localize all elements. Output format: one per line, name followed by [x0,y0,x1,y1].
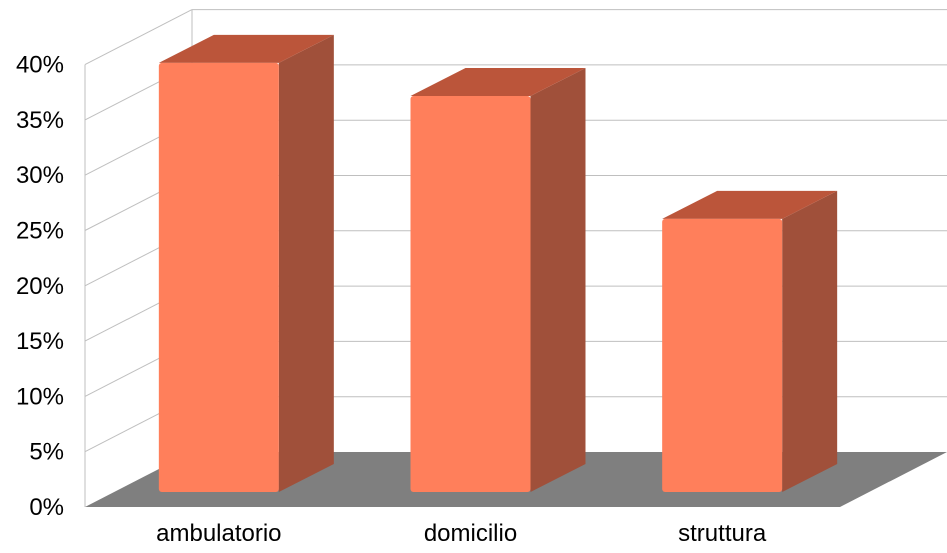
bar [662,218,783,492]
bar-side-face [782,190,838,492]
x-tick-label: struttura [678,520,767,547]
y-tick-label: 30% [16,162,64,189]
bar [410,96,531,492]
y-tick-label: 15% [16,328,64,355]
x-tick-label: ambulatorio [156,520,281,547]
bar-side-face [278,34,334,492]
y-tick-label: 25% [16,218,64,245]
bar [158,62,279,492]
x-tick-label: domicilio [424,520,517,547]
y-tick-label: 35% [16,107,64,134]
y-tick-label: 0% [29,494,64,521]
bar-top-face [158,34,334,63]
x-axis-labels: ambulatorio domicilio struttura [156,520,767,547]
gridline-side [84,9,193,66]
bars [158,34,838,492]
y-axis-ticks: 0% 5% 10% 15% 20% 25% 30% 35% 40% [16,52,64,521]
y-tick-label: 5% [29,439,64,466]
y-tick-label: 20% [16,273,64,300]
bar-top-face [410,68,586,97]
bar-side-face [530,68,586,492]
bar-top-face [662,190,838,219]
y-tick-label: 10% [16,383,64,410]
y-tick-label: 40% [16,52,64,79]
